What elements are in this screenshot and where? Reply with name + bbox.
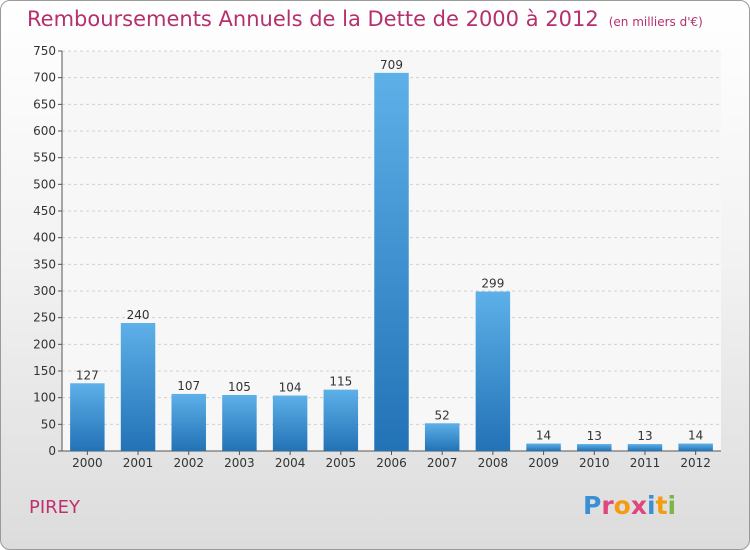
x-tick-label-2008: 2008 xyxy=(478,456,509,470)
y-tick-label: 0 xyxy=(48,444,56,458)
y-tick-label: 300 xyxy=(33,284,56,298)
bar-2008 xyxy=(475,291,511,451)
data-label-2002: 107 xyxy=(177,379,200,393)
y-tick-label: 250 xyxy=(33,311,56,325)
x-tick-label-2010: 2010 xyxy=(579,456,610,470)
y-tick-label: 650 xyxy=(33,97,56,111)
logo-letter: o xyxy=(613,491,631,520)
x-tick-label-2009: 2009 xyxy=(528,456,559,470)
logo-letter: x xyxy=(630,491,647,520)
bar-2010 xyxy=(577,444,612,451)
bar-2012 xyxy=(678,443,713,451)
x-tick-label-2001: 2001 xyxy=(123,456,154,470)
data-label-2012: 14 xyxy=(688,429,703,443)
bar-2004 xyxy=(272,395,308,451)
y-tick-label: 200 xyxy=(33,337,56,351)
logo-letter: t xyxy=(655,491,668,520)
data-label-2003: 105 xyxy=(228,380,251,394)
y-tick-label: 400 xyxy=(33,231,56,245)
data-label-2009: 14 xyxy=(536,429,551,443)
logo-letter: i xyxy=(647,491,656,520)
x-tick-label-2003: 2003 xyxy=(224,456,255,470)
y-tick-label: 50 xyxy=(41,417,56,431)
y-tick-label: 700 xyxy=(33,71,56,85)
logo-letter: P xyxy=(583,491,602,520)
bar-2000 xyxy=(70,383,105,451)
y-tick-label: 750 xyxy=(33,44,56,58)
x-tick-label-2011: 2011 xyxy=(630,456,661,470)
proxiti-logo: Proxiti xyxy=(583,491,676,520)
title-text: Remboursements Annuels de la Dette de 20… xyxy=(27,7,599,31)
y-tick-label: 350 xyxy=(33,257,56,271)
chart-title: Remboursements Annuels de la Dette de 20… xyxy=(27,7,703,31)
logo-letter: i xyxy=(667,491,677,520)
bar-2001 xyxy=(120,323,156,451)
bar-2007 xyxy=(424,423,460,451)
x-tick-label-2006: 2006 xyxy=(376,456,407,470)
data-label-2001: 240 xyxy=(127,308,150,322)
data-label-2005: 115 xyxy=(329,375,352,389)
logo-letter: r xyxy=(601,491,614,520)
y-tick-label: 100 xyxy=(33,391,56,405)
y-tick-label: 600 xyxy=(33,124,56,138)
x-tick-label-2002: 2002 xyxy=(173,456,204,470)
y-tick-label: 500 xyxy=(33,177,56,191)
data-label-2007: 52 xyxy=(435,408,450,422)
x-tick-label-2000: 2000 xyxy=(72,456,103,470)
bar-2009 xyxy=(526,443,561,451)
bar-2002 xyxy=(171,393,206,451)
y-tick-label: 550 xyxy=(33,151,56,165)
bar-2011 xyxy=(627,444,663,451)
data-label-2004: 104 xyxy=(279,381,302,395)
bar-2005 xyxy=(323,389,359,451)
x-tick-label-2004: 2004 xyxy=(275,456,306,470)
bar-2006 xyxy=(374,72,409,451)
chart-subtitle: (en milliers d'€) xyxy=(608,15,703,29)
data-label-2006: 709 xyxy=(380,58,403,72)
commune-name: PIREY xyxy=(29,497,81,518)
y-tick-label: 450 xyxy=(33,204,56,218)
x-tick-label-2012: 2012 xyxy=(680,456,711,470)
y-tick-label: 150 xyxy=(33,364,56,378)
data-label-2000: 127 xyxy=(76,368,99,382)
x-tick-label-2007: 2007 xyxy=(427,456,458,470)
bar-2003 xyxy=(222,395,257,451)
data-label-2008: 299 xyxy=(481,277,504,291)
data-label-2011: 13 xyxy=(637,429,652,443)
data-label-2010: 13 xyxy=(587,429,602,443)
x-tick-label-2005: 2005 xyxy=(326,456,357,470)
